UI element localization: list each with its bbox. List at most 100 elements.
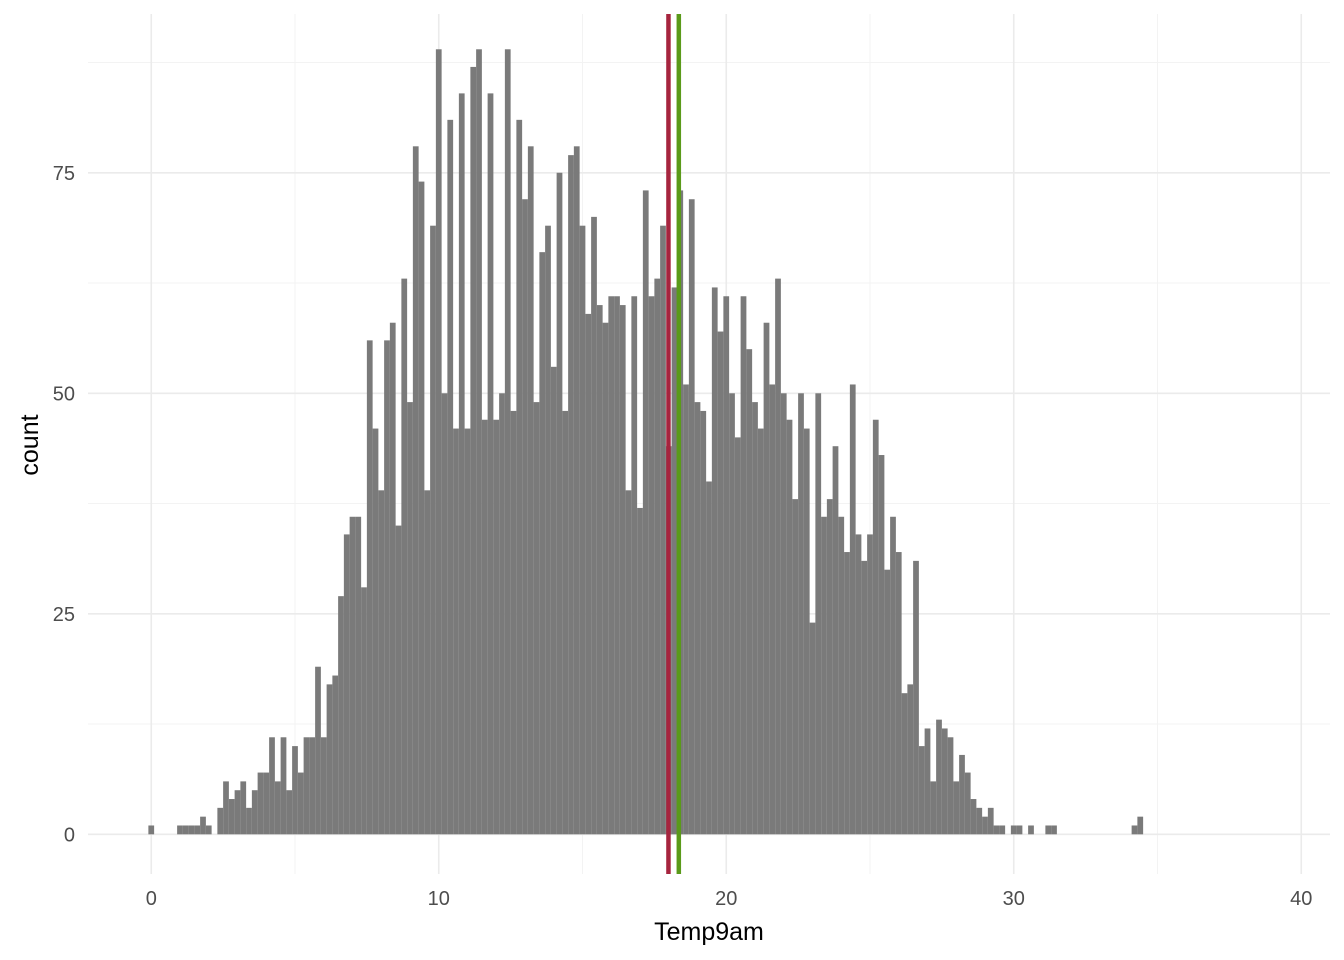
histogram-bar — [510, 410, 517, 835]
histogram-bar — [430, 225, 436, 835]
histogram-bar — [1131, 825, 1138, 835]
histogram-bar — [941, 728, 948, 835]
histogram-bar — [964, 772, 971, 835]
histogram-bar — [999, 825, 1006, 835]
histogram-bar — [326, 684, 333, 835]
histogram-bar — [907, 684, 914, 835]
histogram-bar — [384, 340, 390, 835]
histogram-bar — [309, 737, 316, 835]
histogram-bar — [700, 410, 707, 835]
histogram-bar — [458, 93, 465, 835]
y-tick-label: 0 — [64, 824, 75, 846]
histogram-bar — [487, 93, 494, 835]
x-tick-label: 30 — [1003, 888, 1025, 910]
histogram-bar — [838, 516, 845, 835]
histogram-bar — [717, 331, 724, 835]
histogram-bar — [660, 225, 666, 835]
histogram-bar — [234, 790, 241, 835]
histogram-bar — [257, 772, 264, 835]
histogram-bar — [407, 402, 413, 835]
histogram-bar — [194, 825, 201, 835]
histogram-bar — [412, 146, 419, 835]
histogram-bar — [200, 816, 206, 835]
histogram-bar — [1045, 825, 1052, 835]
histogram-bar — [585, 313, 592, 835]
histogram-bar — [499, 393, 505, 835]
histogram-bar — [349, 516, 356, 835]
histogram-bar — [930, 781, 937, 835]
histogram-bar — [251, 790, 258, 835]
histogram-bar — [591, 216, 597, 835]
histogram-bar — [786, 419, 793, 835]
histogram-bar — [297, 772, 304, 835]
histogram-bar — [752, 402, 758, 835]
histogram-bar — [292, 746, 298, 835]
histogram-bar — [315, 666, 321, 835]
histogram-bar — [223, 781, 229, 835]
histogram-bar — [959, 754, 965, 835]
histogram-bar — [332, 675, 339, 835]
y-axis-tick-labels: 0 25 50 75 — [53, 163, 75, 847]
histogram-bar — [867, 534, 873, 835]
histogram-bar — [533, 402, 540, 835]
histogram-bar — [826, 499, 833, 835]
histogram-bar — [269, 737, 275, 835]
histogram-bar — [527, 146, 534, 835]
y-tick-label: 75 — [53, 163, 75, 185]
histogram-bar — [642, 190, 649, 835]
histogram-bar — [654, 278, 661, 835]
histogram-bar — [246, 807, 252, 835]
histogram-bar — [441, 393, 448, 835]
histogram-bar — [579, 225, 586, 835]
histogram-bar — [550, 366, 557, 835]
histogram-bar — [1016, 825, 1023, 835]
histogram-bar — [746, 349, 753, 835]
x-axis-title: Temp9am — [654, 918, 764, 946]
histogram-bar — [522, 199, 528, 835]
histogram-bar — [545, 225, 551, 835]
histogram-bar — [757, 428, 764, 835]
histogram-bar — [683, 384, 689, 835]
histogram-bar — [625, 490, 632, 835]
histogram-bar — [401, 278, 408, 835]
histogram-bar — [901, 693, 908, 835]
histogram-bar — [769, 384, 776, 835]
x-tick-label: 0 — [146, 888, 157, 910]
histogram-bar — [378, 490, 385, 835]
histogram-bar — [286, 790, 293, 835]
histogram-bar — [953, 781, 960, 835]
histogram-bar — [815, 393, 822, 835]
histogram-bar — [395, 525, 402, 835]
histogram-bar — [188, 825, 195, 835]
y-tick-label: 25 — [53, 604, 75, 626]
histogram-bar — [493, 419, 500, 835]
histogram-bar — [918, 746, 925, 835]
histogram-bar — [539, 252, 546, 835]
histogram-bar — [240, 781, 247, 835]
histogram-bar — [573, 146, 580, 835]
histogram-bar — [792, 499, 799, 835]
histogram-bar — [1010, 825, 1017, 835]
histogram-bar — [562, 410, 569, 835]
histogram-bar — [729, 393, 735, 835]
histogram-bar — [303, 737, 310, 835]
histogram-bar — [740, 296, 747, 835]
histogram-bar — [936, 719, 942, 835]
histogram-bar — [890, 516, 896, 835]
histogram-bar — [453, 428, 459, 835]
histogram-bar — [993, 825, 1000, 835]
histogram-bar — [263, 772, 270, 835]
x-tick-label: 40 — [1290, 888, 1312, 910]
histogram-bar — [734, 437, 741, 835]
histogram-bar — [280, 737, 287, 835]
histogram-bar — [608, 296, 615, 835]
histogram-bar — [832, 446, 839, 835]
histogram-bar — [798, 393, 804, 835]
histogram-bar — [361, 587, 367, 835]
histogram-bar — [631, 296, 638, 835]
histogram-bar — [844, 552, 850, 835]
histogram-bar — [148, 825, 155, 835]
histogram-bar — [481, 419, 488, 835]
histogram-bar — [878, 455, 885, 835]
